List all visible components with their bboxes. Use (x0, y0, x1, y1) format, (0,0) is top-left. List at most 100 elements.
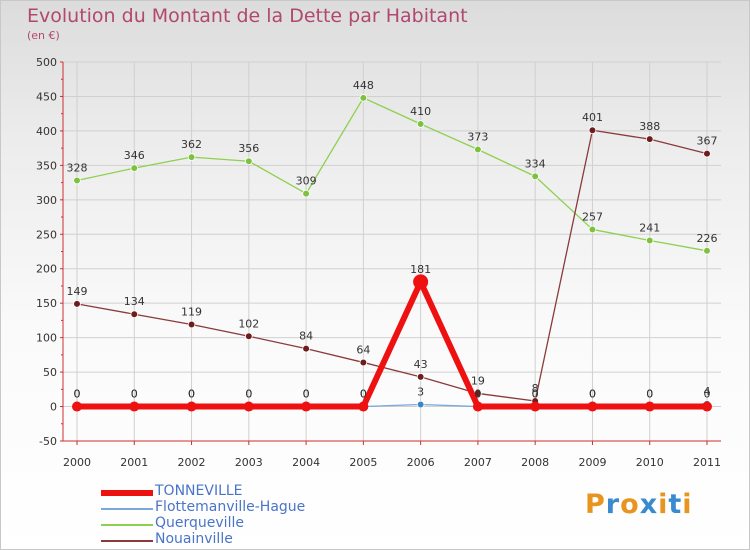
data-label: 0 (245, 388, 252, 401)
data-point (416, 120, 425, 128)
y-tick-label: 300 (36, 194, 57, 207)
x-tick-label: 2006 (407, 456, 435, 469)
data-label: 0 (704, 388, 711, 401)
x-tick-label: 2003 (235, 456, 263, 469)
data-point (588, 126, 597, 135)
data-label: 388 (639, 120, 660, 133)
logo-letter: r (605, 489, 621, 520)
data-label: 0 (245, 388, 252, 401)
data-label: 0 (474, 388, 481, 401)
logo-letter: P (585, 489, 606, 520)
data-point (359, 358, 368, 367)
x-tick-label: 2000 (63, 456, 91, 469)
data-label: 3 (417, 385, 424, 398)
data-point (187, 153, 196, 161)
legend-label: Querqueville (155, 515, 244, 531)
data-point (531, 172, 539, 181)
data-label: 0 (589, 388, 596, 401)
data-label: 134 (124, 295, 145, 308)
y-tick-label: 150 (36, 297, 57, 310)
data-label: 0 (474, 388, 481, 401)
data-point (703, 149, 711, 158)
data-label: 0 (188, 388, 195, 401)
data-label: 0 (589, 388, 596, 401)
data-label: 19 (471, 374, 485, 387)
series-line-tonneville (77, 278, 707, 410)
data-point (416, 373, 425, 381)
data-label: 226 (697, 232, 718, 245)
y-tick-label: 100 (36, 332, 57, 345)
x-tick-label: 2011 (693, 456, 721, 469)
data-label: 8 (532, 382, 539, 395)
logo-letter: i (682, 489, 693, 520)
data-point (129, 401, 140, 412)
x-tick-label: 2009 (578, 456, 606, 469)
data-point (130, 164, 139, 172)
y-tick-label: -50 (39, 435, 57, 448)
data-label: 448 (353, 79, 374, 92)
data-point (703, 247, 711, 255)
y-tick-label: 400 (36, 125, 57, 138)
data-label: 356 (238, 142, 259, 155)
series-line-quereqville (76, 97, 708, 252)
logo-letter: t (668, 489, 683, 520)
proxiti-logo: Proxiti (585, 489, 693, 520)
data-label: 362 (181, 138, 202, 151)
data-point (243, 401, 254, 412)
y-tick-label: 0 (50, 401, 57, 414)
data-label: 102 (238, 317, 259, 330)
data-label: 43 (414, 358, 428, 371)
data-point (72, 401, 82, 412)
data-point (187, 320, 196, 329)
data-label: 181 (410, 263, 431, 276)
y-tick-label: 50 (43, 366, 57, 379)
data-label: 334 (525, 157, 546, 170)
data-point (416, 400, 425, 409)
data-point (645, 236, 654, 245)
logo-letter: x (639, 489, 659, 520)
data-point (413, 274, 429, 290)
data-point (245, 332, 253, 341)
data-label: 0 (646, 388, 653, 401)
data-point (474, 145, 482, 154)
logo-letter: i (658, 489, 669, 520)
legend-label: Nouainville (155, 531, 233, 547)
data-point (302, 189, 310, 198)
legend-swatch (101, 524, 153, 526)
data-point (358, 401, 369, 412)
x-tick-label: 2001 (120, 456, 148, 469)
x-tick-label: 2002 (178, 456, 206, 469)
data-label: 4 (704, 385, 711, 398)
data-label: 0 (360, 388, 367, 401)
x-tick-label: 2007 (464, 456, 492, 469)
y-tick-label: 250 (36, 228, 57, 241)
data-point (73, 300, 81, 308)
data-point (645, 135, 654, 143)
y-tick-label: 500 (36, 56, 57, 69)
data-point (302, 344, 310, 353)
logo-letter: o (620, 489, 640, 520)
data-point (587, 401, 598, 412)
y-tick-label: 200 (36, 263, 57, 276)
data-label: 0 (303, 388, 310, 401)
legend-swatch (101, 490, 153, 496)
data-label: 257 (582, 210, 603, 223)
legend-label: Flottemanville-Hague (155, 499, 306, 515)
data-point (301, 401, 312, 412)
chart-subtitle: (en €) (27, 29, 60, 42)
data-label: 0 (532, 388, 539, 401)
data-point (186, 401, 197, 412)
data-label: 0 (131, 388, 138, 401)
data-label: 0 (532, 388, 539, 401)
data-label: 410 (410, 105, 431, 118)
data-label: 373 (467, 131, 488, 144)
data-point (472, 401, 483, 412)
data-point (359, 94, 368, 102)
legend-swatch (101, 508, 153, 510)
series-line-nouainville (76, 129, 708, 402)
data-label: 401 (582, 111, 603, 124)
data-label: 0 (188, 388, 195, 401)
data-label: 309 (296, 175, 317, 188)
data-label: 0 (360, 388, 367, 401)
